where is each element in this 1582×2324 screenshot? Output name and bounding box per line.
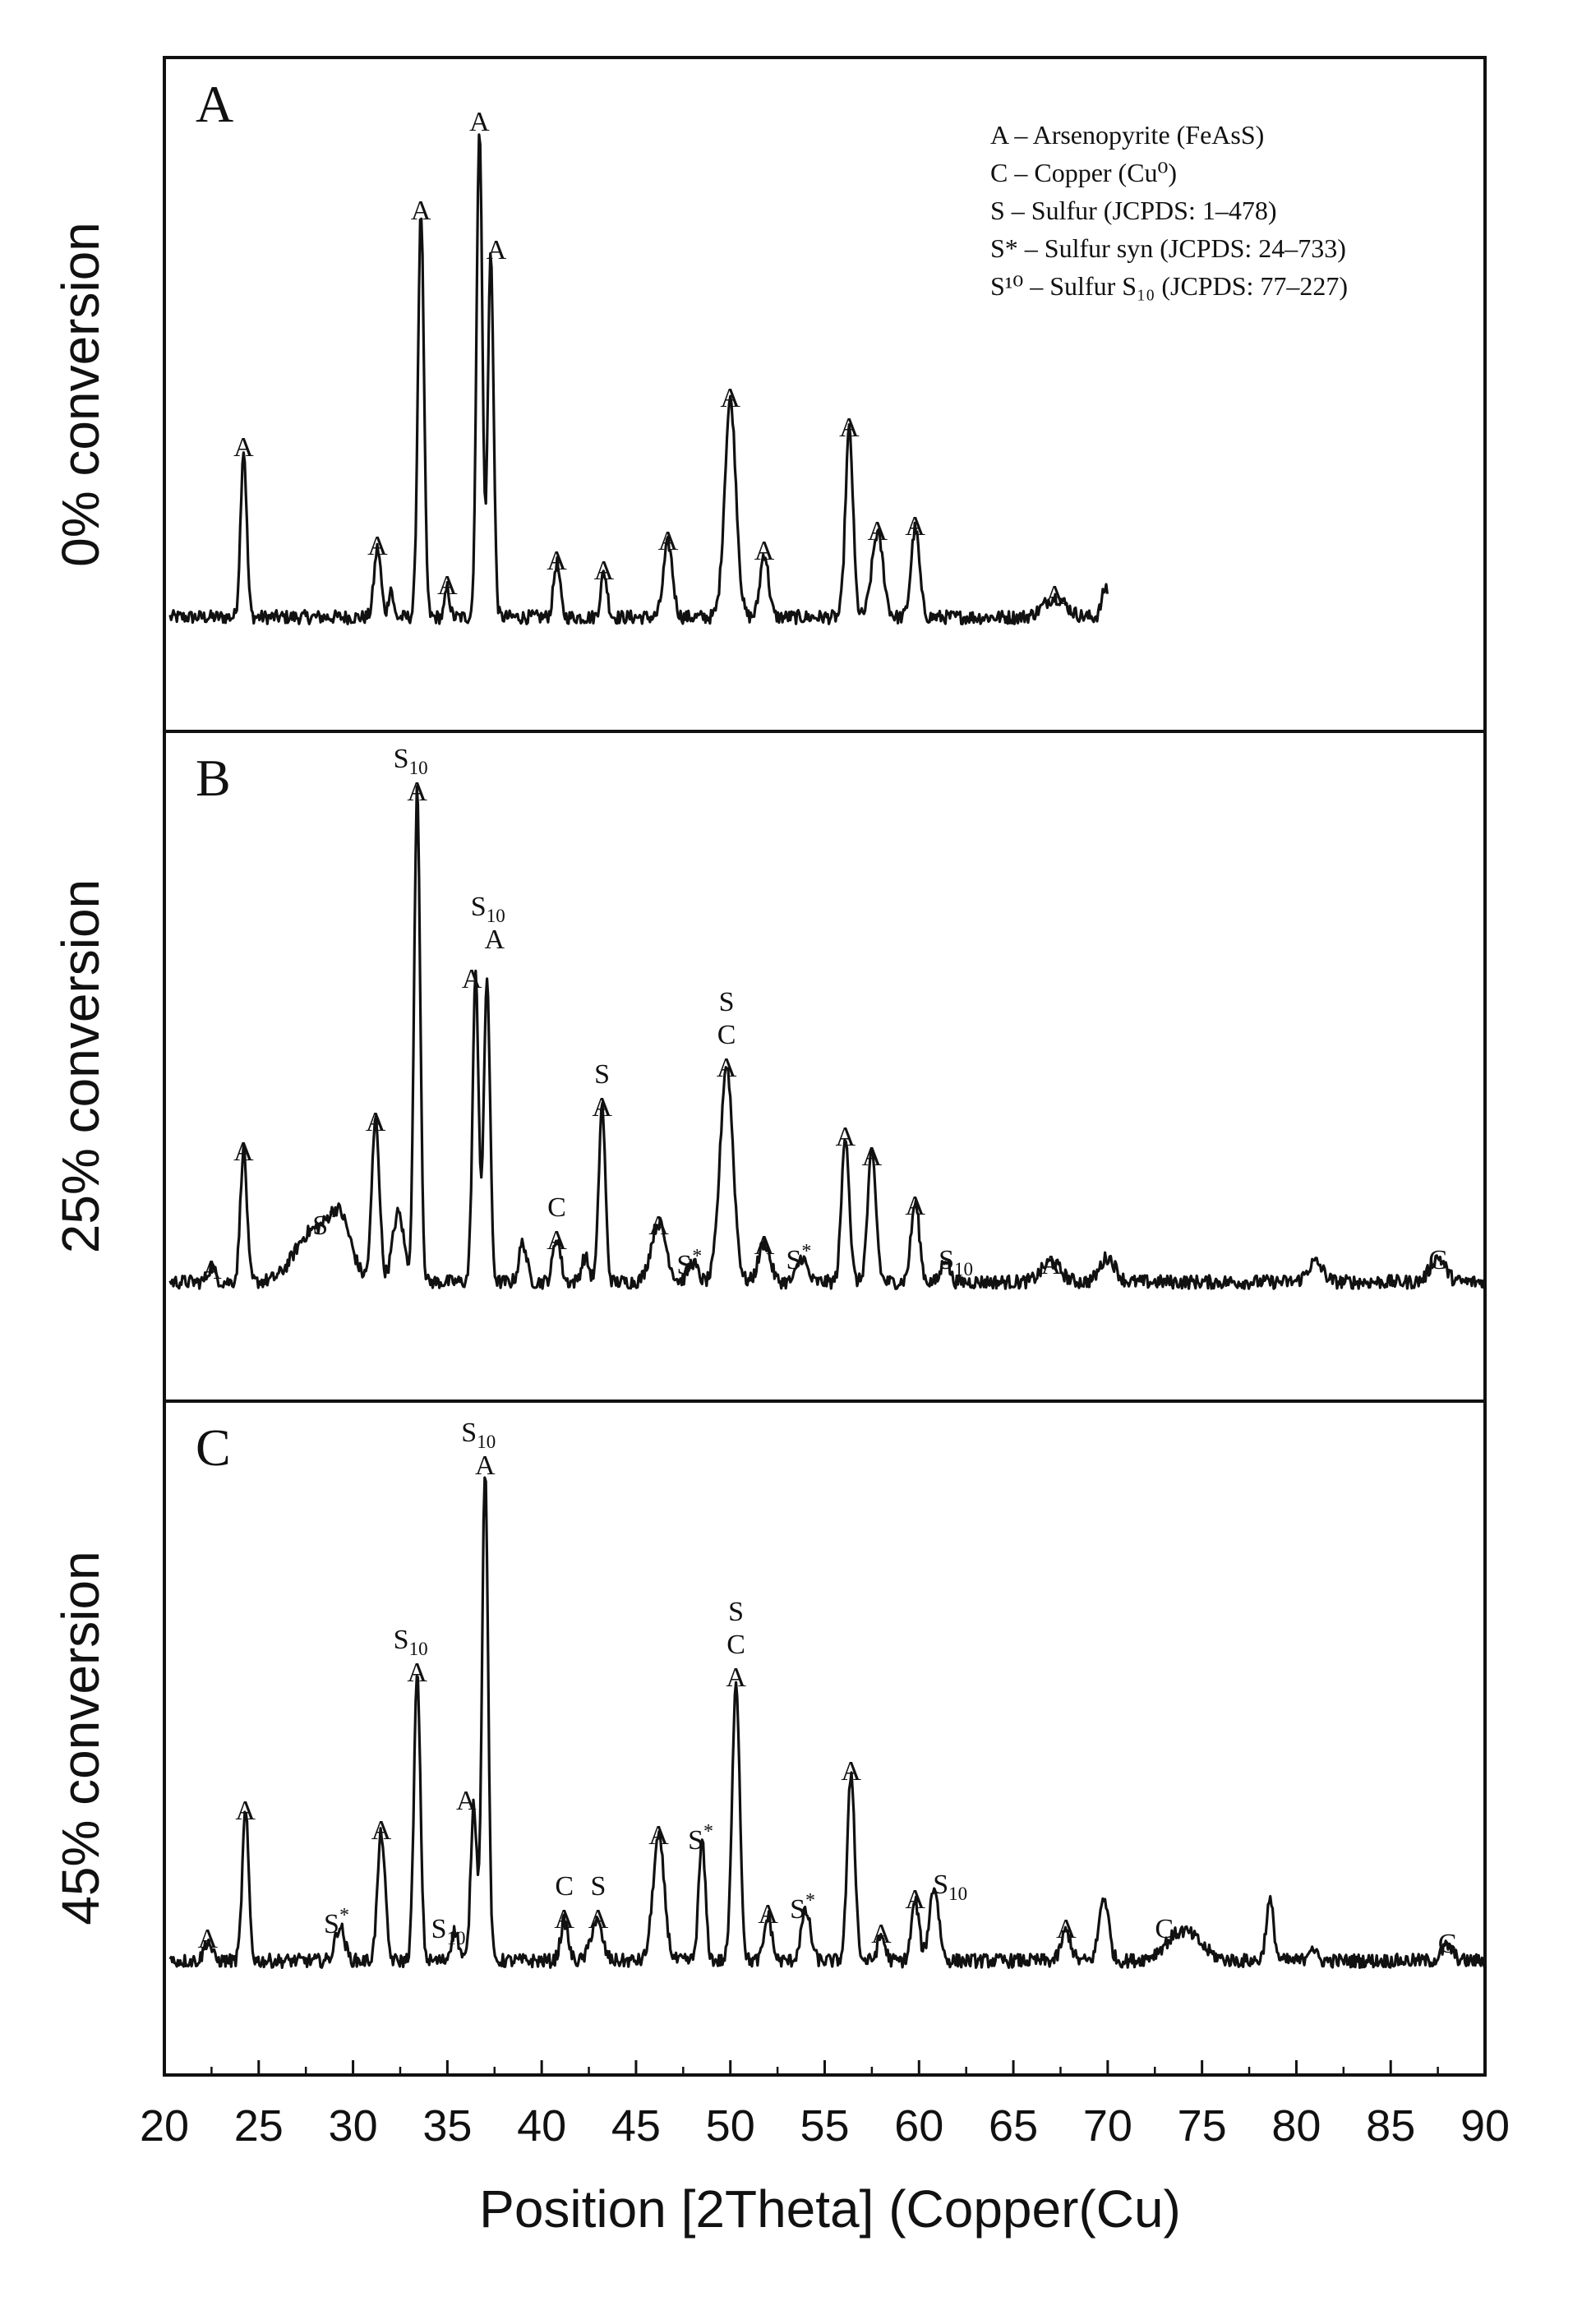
peak-label: A — [835, 1122, 856, 1152]
legend-entry: S¹⁰ – Sulfur S₁₀ (JCPDS: 77–227) — [990, 271, 1348, 301]
peak-label: A — [839, 413, 860, 443]
panel-frame — [163, 1399, 1487, 2077]
peak-label: C — [1155, 1914, 1174, 1944]
peak-label: A — [437, 570, 458, 601]
peak-label: S* — [786, 1241, 811, 1275]
panel-letter: C — [196, 1418, 231, 1477]
panel-frame — [163, 56, 1487, 733]
peak-label: A — [905, 1884, 925, 1915]
peak-label: S* — [676, 1246, 702, 1280]
peak-label: A — [456, 1786, 477, 1816]
peak-label: A — [1041, 1250, 1062, 1280]
panel-letter: A — [196, 75, 233, 133]
x-tick-label: 35 — [422, 2101, 472, 2151]
peak-label: A — [648, 1210, 669, 1241]
peak-label: A — [235, 1796, 256, 1826]
x-tick-label: 40 — [517, 2101, 566, 2151]
legend-entry: S* – Sulfur syn (JCPDS: 24–733) — [990, 233, 1346, 263]
peak-label: A — [754, 1230, 775, 1261]
peak-label: A — [233, 432, 254, 463]
peak-label: A — [867, 516, 888, 546]
panel-letter: B — [196, 749, 231, 807]
peak-label: A — [720, 383, 740, 413]
peak-label: A — [905, 511, 925, 542]
x-axis-label: Position [2Theta] (Copper(Cu) — [479, 2179, 1181, 2239]
legend: A – Arsenopyrite (FeAsS) C – Copper (Cu⁰)… — [990, 120, 1348, 301]
peak-label: C — [1438, 1929, 1457, 1959]
peak-label: A — [1056, 1914, 1077, 1944]
x-tick-label: 65 — [989, 2101, 1038, 2151]
peak-label: A — [871, 1919, 892, 1949]
peak-label: A — [487, 235, 507, 265]
peak-label: A — [648, 1820, 669, 1851]
peak-label: S10 A — [461, 1418, 496, 1481]
peak-label: S10 A — [394, 1625, 428, 1688]
peak-label: A — [462, 964, 482, 994]
peak-label: A — [198, 1924, 219, 1954]
x-tick-label: 90 — [1460, 2101, 1510, 2151]
x-tick-label: 75 — [1178, 2101, 1227, 2151]
peak-label: A — [862, 1141, 883, 1172]
peak-label: S10 — [939, 1245, 973, 1280]
peak-label: A — [411, 196, 431, 226]
peak-label: S10 A — [471, 892, 505, 955]
x-tick-label: 70 — [1083, 2101, 1132, 2151]
peak-label: A — [371, 1815, 392, 1846]
panel-ylabel: 25% conversion — [51, 879, 110, 1253]
peak-label: A — [754, 536, 775, 566]
peak-label: A — [547, 546, 567, 576]
peak-label: A — [1045, 580, 1065, 611]
legend-entry: A – Arsenopyrite (FeAsS) — [990, 120, 1264, 150]
peak-label: S* — [790, 1890, 815, 1925]
x-tick-label: 20 — [140, 2101, 189, 2151]
legend-entry: S – Sulfur (JCPDS: 1–478) — [990, 196, 1277, 225]
peak-label: A — [658, 526, 679, 556]
panel-ylabel: 0% conversion — [51, 222, 110, 567]
panel-frame — [163, 730, 1487, 1403]
peak-label: A — [366, 1107, 386, 1137]
peak-label: S* — [312, 1206, 338, 1241]
x-tick-label: 55 — [800, 2101, 849, 2151]
x-tick-label: 25 — [234, 2101, 284, 2151]
peak-label: A — [367, 531, 388, 561]
peak-label: A — [594, 556, 615, 586]
x-tick-label: 50 — [706, 2101, 755, 2151]
peak-label: S* — [324, 1905, 349, 1939]
peak-label: A — [469, 107, 490, 137]
peak-label: A — [201, 1255, 222, 1285]
peak-label: S10 — [431, 1914, 466, 1948]
x-tick-label: 30 — [329, 2101, 378, 2151]
peak-label: S10 — [933, 1870, 967, 1904]
legend-entry: C – Copper (Cu⁰) — [990, 158, 1177, 187]
panel-ylabel: 45% conversion — [51, 1551, 110, 1925]
peak-label: C — [1428, 1245, 1447, 1275]
x-axis: 20 25 30 35 40 45 50 55 60 65 70 75 80 85 90 — [140, 2060, 1510, 2151]
peak-label: A — [758, 1899, 778, 1930]
pattern-trace — [168, 133, 1109, 626]
peak-label: A — [905, 1191, 925, 1221]
peak-label: A — [841, 1756, 861, 1787]
pattern-trace — [168, 1476, 1486, 1969]
x-tick-label: 85 — [1366, 2101, 1415, 2151]
x-tick-label: 80 — [1271, 2101, 1321, 2151]
x-tick-label: 45 — [611, 2101, 661, 2151]
pattern-trace — [168, 785, 1486, 1290]
peak-label: S10 A — [394, 744, 428, 807]
peak-label: S* — [688, 1821, 713, 1856]
peak-label: A — [233, 1137, 254, 1167]
x-tick-label: 60 — [894, 2101, 943, 2151]
